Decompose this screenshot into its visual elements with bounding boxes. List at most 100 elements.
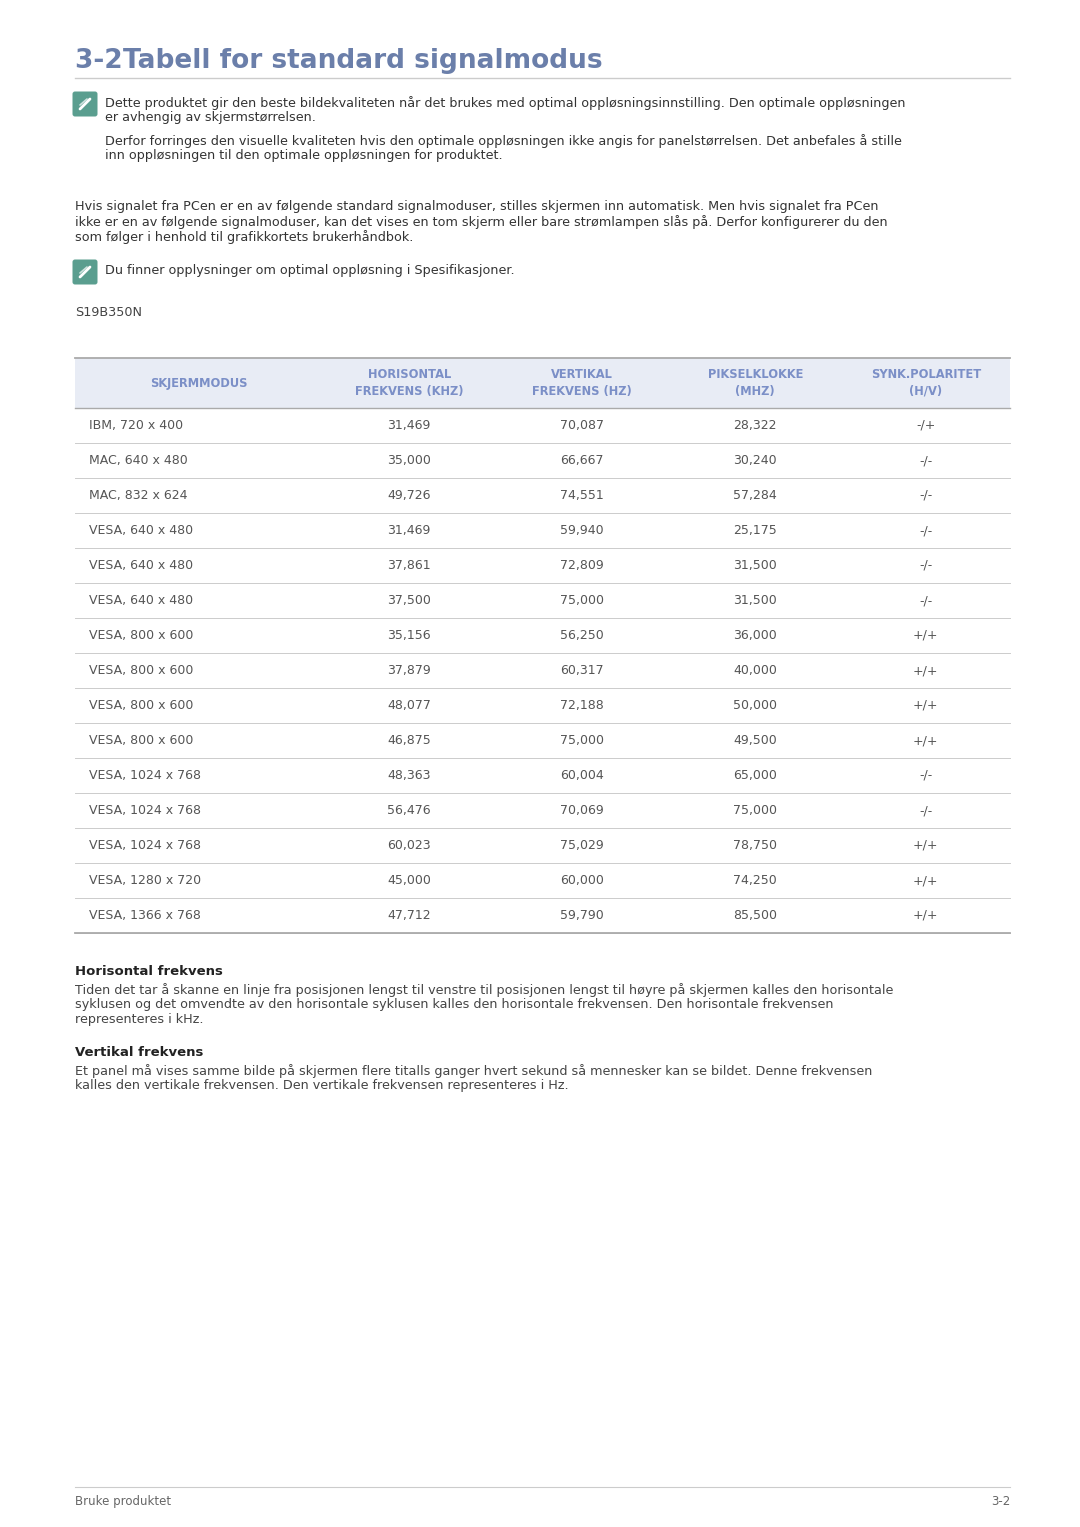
Text: +/+: +/+ [913,699,939,712]
Text: VESA, 1280 x 720: VESA, 1280 x 720 [89,873,201,887]
Text: 45,000: 45,000 [388,873,431,887]
Text: 40,000: 40,000 [733,664,778,676]
Text: 37,879: 37,879 [388,664,431,676]
Text: 49,726: 49,726 [388,489,431,502]
Text: 59,790: 59,790 [561,909,604,922]
Text: VESA, 640 x 480: VESA, 640 x 480 [89,559,193,573]
Text: -/-: -/- [919,489,932,502]
Text: +/+: +/+ [913,664,939,676]
Text: er avhengig av skjermstørrelsen.: er avhengig av skjermstørrelsen. [105,111,315,124]
Text: 36,000: 36,000 [733,629,778,641]
Text: Hvis signalet fra PCen er en av følgende standard signalmoduser, stilles skjerme: Hvis signalet fra PCen er en av følgende… [75,200,878,212]
Bar [75,722,1010,757]
Text: 31,500: 31,500 [733,559,778,573]
Text: -/-: -/- [919,454,932,467]
Bar [75,828,1010,863]
Text: representeres i kHz.: representeres i kHz. [75,1012,203,1026]
Text: syklusen og det omvendte av den horisontale syklusen kalles den horisontale frek: syklusen og det omvendte av den horisont… [75,999,834,1011]
Text: VESA, 1024 x 768: VESA, 1024 x 768 [89,838,201,852]
Text: 31,469: 31,469 [388,524,431,538]
Text: 74,250: 74,250 [733,873,778,887]
Text: -/-: -/- [919,594,932,608]
Bar [75,654,1010,689]
Text: 70,087: 70,087 [561,418,604,432]
Text: -/-: -/- [919,559,932,573]
Text: 65,000: 65,000 [733,770,778,782]
Bar [75,863,1010,898]
Text: 57,284: 57,284 [733,489,778,502]
Bar [75,478,1010,513]
Text: +/+: +/+ [913,873,939,887]
Text: Et panel må vises samme bilde på skjermen flere titalls ganger hvert sekund så m: Et panel må vises samme bilde på skjerme… [75,1064,873,1078]
Bar [75,513,1010,548]
Bar [75,357,1010,408]
Text: -/-: -/- [919,524,932,538]
Text: 25,175: 25,175 [733,524,778,538]
Text: 50,000: 50,000 [733,699,778,712]
FancyBboxPatch shape [72,260,97,284]
Text: 31,500: 31,500 [733,594,778,608]
Text: MAC, 640 x 480: MAC, 640 x 480 [89,454,188,467]
Text: PIKSELKLOKKE
(MHZ): PIKSELKLOKKE (MHZ) [707,368,802,397]
Text: 56,250: 56,250 [561,629,604,641]
Text: Tabell for standard signalmodus: Tabell for standard signalmodus [123,47,603,73]
Text: MAC, 832 x 624: MAC, 832 x 624 [89,489,188,502]
Text: Vertikal frekvens: Vertikal frekvens [75,1046,203,1060]
Text: 72,809: 72,809 [561,559,604,573]
Text: +/+: +/+ [913,629,939,641]
Text: 75,000: 75,000 [561,734,604,747]
Text: 56,476: 56,476 [388,805,431,817]
Text: 46,875: 46,875 [388,734,431,747]
Text: 75,000: 75,000 [561,594,604,608]
Text: 60,317: 60,317 [561,664,604,676]
Text: VESA, 640 x 480: VESA, 640 x 480 [89,594,193,608]
Text: 75,029: 75,029 [561,838,604,852]
Text: +/+: +/+ [913,909,939,922]
Text: 47,712: 47,712 [388,909,431,922]
Text: 60,000: 60,000 [561,873,604,887]
Bar [75,757,1010,793]
Text: Du finner opplysninger om optimal oppløsning i Spesifikasjoner.: Du finner opplysninger om optimal oppløs… [105,264,515,276]
Text: +/+: +/+ [913,838,939,852]
Bar [75,443,1010,478]
Text: VESA, 800 x 600: VESA, 800 x 600 [89,629,193,641]
Text: VESA, 1366 x 768: VESA, 1366 x 768 [89,909,201,922]
Text: -/-: -/- [919,770,932,782]
Text: +/+: +/+ [913,734,939,747]
Text: 28,322: 28,322 [733,418,777,432]
Text: 60,004: 60,004 [561,770,604,782]
Bar [75,548,1010,583]
Bar [75,618,1010,654]
Text: Dette produktet gir den beste bildekvaliteten når det brukes med optimal oppløsn: Dette produktet gir den beste bildekvali… [105,96,905,110]
Text: Tiden det tar å skanne en linje fra posisjonen lengst til venstre til posisjonen: Tiden det tar å skanne en linje fra posi… [75,983,893,997]
Text: VESA, 1024 x 768: VESA, 1024 x 768 [89,770,201,782]
Text: VESA, 800 x 600: VESA, 800 x 600 [89,699,193,712]
Text: ikke er en av følgende signalmoduser, kan det vises en tom skjerm eller bare str: ikke er en av følgende signalmoduser, ka… [75,215,888,229]
Text: -/+: -/+ [916,418,935,432]
Text: HORISONTAL
FREKVENS (KHZ): HORISONTAL FREKVENS (KHZ) [355,368,463,397]
Text: 35,156: 35,156 [388,629,431,641]
Text: VESA, 1024 x 768: VESA, 1024 x 768 [89,805,201,817]
Text: 37,861: 37,861 [388,559,431,573]
Text: 85,500: 85,500 [733,909,778,922]
Text: 49,500: 49,500 [733,734,778,747]
Bar [75,583,1010,618]
Text: Horisontal frekvens: Horisontal frekvens [75,965,222,977]
FancyBboxPatch shape [72,92,97,116]
Text: IBM, 720 x 400: IBM, 720 x 400 [89,418,184,432]
Text: 30,240: 30,240 [733,454,777,467]
Bar [75,793,1010,828]
Text: 72,188: 72,188 [561,699,604,712]
Bar [75,689,1010,722]
Text: 3-2: 3-2 [990,1495,1010,1509]
Text: 48,363: 48,363 [388,770,431,782]
Text: -/-: -/- [919,805,932,817]
Text: 59,940: 59,940 [561,524,604,538]
Text: 60,023: 60,023 [388,838,431,852]
Text: 74,551: 74,551 [561,489,604,502]
Bar [75,408,1010,443]
Text: 66,667: 66,667 [561,454,604,467]
Text: som følger i henhold til grafikkortets brukerhåndbok.: som følger i henhold til grafikkortets b… [75,231,414,244]
Text: 35,000: 35,000 [388,454,431,467]
Text: 3-2: 3-2 [75,47,140,73]
